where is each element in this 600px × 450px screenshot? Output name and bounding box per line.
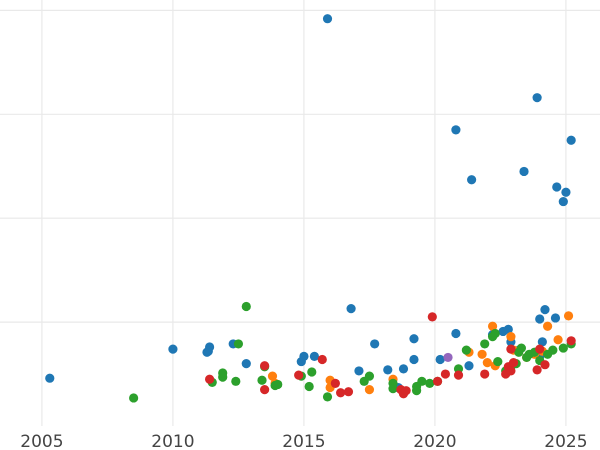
series-group: [443, 352, 453, 363]
data-point: [506, 344, 516, 354]
data-point: [563, 311, 574, 321]
data-point: [451, 328, 461, 339]
data-point: [409, 354, 419, 365]
data-point: [566, 336, 576, 346]
data-point: [317, 354, 327, 365]
data-point: [425, 378, 435, 388]
data-point: [294, 370, 304, 380]
data-point: [550, 313, 561, 323]
data-point: [561, 187, 571, 197]
data-point: [477, 349, 487, 359]
x-tick-label: 2010: [151, 432, 194, 450]
data-point: [480, 369, 490, 379]
data-point: [417, 376, 427, 386]
data-point: [506, 366, 516, 376]
x-axis-tick-labels: 2005 2010 2015 2020 2025: [20, 432, 587, 450]
data-point: [440, 369, 451, 379]
data-point: [364, 385, 375, 395]
data-point: [503, 324, 513, 334]
data-point: [537, 337, 547, 347]
data-point: [370, 339, 380, 349]
data-point: [45, 373, 55, 383]
data-point: [203, 346, 213, 356]
data-point: [464, 361, 474, 371]
data-point: [299, 351, 309, 361]
data-point: [443, 352, 453, 363]
data-point: [467, 175, 477, 185]
data-point: [346, 303, 356, 314]
data-point: [343, 387, 354, 397]
data-point: [535, 344, 545, 354]
x-tick-label: 2025: [544, 432, 587, 450]
data-point: [322, 14, 333, 24]
data-point: [307, 367, 317, 377]
data-point: [540, 305, 550, 315]
data-point: [205, 374, 215, 384]
data-point: [273, 379, 283, 390]
gridlines: [0, 0, 600, 426]
data-point: [566, 135, 576, 145]
data-point: [388, 383, 398, 394]
data-point: [231, 376, 241, 386]
data-point: [233, 339, 244, 349]
data-points: [45, 14, 576, 403]
data-point: [480, 339, 490, 349]
data-point: [451, 125, 461, 135]
data-point: [267, 371, 278, 381]
data-point: [260, 385, 270, 395]
data-point: [487, 321, 498, 331]
data-point: [168, 344, 178, 354]
data-point: [218, 368, 228, 378]
data-point: [558, 196, 568, 207]
data-point: [260, 361, 270, 371]
data-point: [398, 364, 409, 374]
data-point: [532, 93, 542, 103]
x-tick-label: 2005: [20, 432, 63, 450]
data-point: [427, 312, 437, 322]
data-point: [241, 359, 251, 369]
data-point: [435, 354, 445, 365]
x-tick-label: 2015: [282, 432, 325, 450]
data-point: [535, 314, 545, 324]
data-point: [354, 366, 364, 376]
series-group: [205, 312, 576, 399]
data-point: [548, 345, 558, 355]
data-point: [309, 351, 320, 361]
data-point: [336, 388, 346, 398]
data-point: [516, 343, 526, 353]
data-point: [409, 334, 419, 344]
data-point: [519, 166, 529, 177]
data-point: [432, 376, 443, 386]
data-point: [411, 386, 422, 396]
data-point: [453, 370, 464, 380]
data-point: [304, 381, 314, 392]
data-point: [508, 358, 519, 368]
x-tick-label: 2020: [413, 432, 456, 450]
data-point: [558, 343, 568, 353]
data-point: [383, 365, 393, 375]
data-point: [322, 392, 333, 402]
data-point: [257, 375, 267, 385]
data-point: [401, 386, 411, 396]
data-point: [129, 393, 139, 403]
data-point: [330, 378, 340, 388]
data-point: [241, 301, 251, 312]
data-point: [532, 365, 542, 375]
data-point: [506, 332, 516, 342]
data-point: [552, 182, 562, 192]
data-point: [540, 360, 550, 370]
data-point: [542, 321, 553, 331]
data-point: [364, 371, 375, 381]
data-point: [490, 328, 500, 339]
data-point: [461, 345, 471, 355]
data-point: [553, 335, 563, 345]
data-point: [482, 358, 492, 368]
data-point: [493, 356, 503, 367]
